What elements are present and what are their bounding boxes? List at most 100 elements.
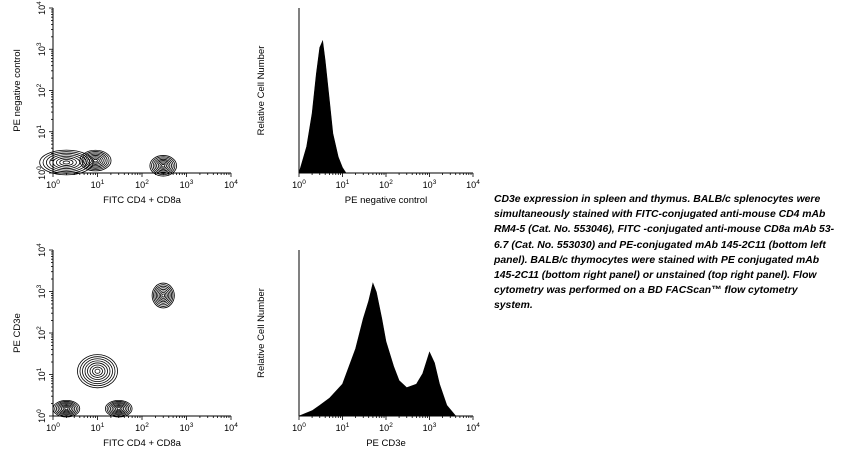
caption-title: CD3e expression in spleen and thymus. (494, 194, 691, 205)
x-tick-label: 102 (135, 422, 149, 433)
population-3-contour (60, 405, 72, 413)
y-tick-label: 103 (36, 42, 47, 56)
x-tick-label: 104 (224, 179, 238, 190)
y-tick-label: 104 (36, 243, 47, 257)
figure-caption: CD3e expression in spleen and thymus. BA… (494, 192, 839, 314)
y-axis-label: PE negative control (12, 49, 23, 131)
y-tick-label: 101 (36, 125, 47, 139)
x-tick-label: 101 (91, 422, 105, 433)
population-1-contour (42, 151, 91, 174)
x-tick-label: 100 (292, 422, 306, 433)
caption-body: BALB/c splenocytes were simultaneously s… (494, 194, 835, 312)
population-3-contour (152, 157, 174, 174)
population-2-contour (160, 292, 167, 300)
population-3-contour (57, 403, 76, 415)
y-tick-label: 102 (36, 83, 47, 97)
x-axis-label: FITC CD4 + CD8a (103, 438, 182, 449)
population-1-contour (39, 149, 94, 176)
population-2-contour (89, 156, 102, 165)
panel-2-axes: 100 101 102 103 104 PE negative control Relati… (256, 8, 480, 206)
population-4-contour (111, 404, 126, 414)
y-axis-label: Relative Cell Number (256, 288, 267, 378)
population-1-contour (87, 362, 108, 380)
x-tick-label: 104 (224, 422, 238, 433)
population-3-contour (64, 407, 69, 411)
population-2-contour (158, 290, 168, 301)
population-2-contour (155, 287, 171, 304)
population-3-contour (157, 161, 169, 171)
population-3-contour (54, 401, 79, 417)
y-tick-label: 101 (36, 367, 47, 381)
histogram-area (298, 282, 457, 417)
x-tick-label: 102 (379, 422, 393, 433)
x-tick-label: 100 (46, 422, 60, 433)
population-1-contour (77, 354, 118, 389)
population-1-contour (82, 358, 113, 385)
population-2-contour (157, 288, 170, 303)
population-2-contour (81, 151, 110, 171)
y-tick-label: 100 (36, 166, 47, 180)
population-4-contour (113, 405, 125, 413)
population-3-contour (149, 155, 177, 177)
population-4-contour (104, 399, 133, 418)
population-1-contour (94, 368, 101, 374)
panel-3-contours (52, 282, 175, 418)
x-tick-label: 101 (91, 179, 105, 190)
population-3-contour (59, 404, 74, 414)
panel-3-axes: 100 101 102 103 104 FITC CD4 + CD8a 100 101 102 1… (12, 243, 238, 449)
population-3-contour (161, 164, 166, 168)
population-3-contour (52, 399, 81, 418)
population-4-contour (116, 407, 121, 411)
x-tick-label: 101 (336, 422, 350, 433)
y-axis-label: PE CD3e (12, 313, 23, 353)
population-4-contour (109, 403, 128, 415)
panel-1-axes: 100 101 102 103 104 FITC CD4 + CD8a 100 101 102 1… (12, 1, 238, 206)
population-2-contour (93, 158, 98, 163)
population-1-contour (92, 366, 103, 376)
x-tick-label: 103 (180, 179, 194, 190)
panel-1-contours (39, 149, 177, 177)
y-tick-label: 100 (36, 409, 47, 423)
population-2-contour (83, 152, 108, 169)
population-2-contour (153, 284, 174, 307)
population-2-contour (79, 149, 112, 172)
population-3-contour (151, 156, 176, 176)
population-1-contour (62, 160, 71, 165)
population-4-contour (106, 401, 131, 417)
y-tick-label: 102 (36, 326, 47, 340)
x-axis-label: PE CD3e (366, 438, 406, 449)
population-3-contour (62, 406, 71, 412)
y-tick-label: 104 (36, 1, 47, 15)
population-3-contour (159, 162, 167, 169)
population-4-contour (108, 402, 130, 416)
population-1-contour (84, 360, 111, 382)
population-2-contour (161, 293, 166, 298)
x-tick-label: 103 (423, 422, 437, 433)
x-tick-label: 103 (423, 179, 437, 190)
population-1-contour (79, 356, 116, 387)
x-tick-label: 102 (135, 179, 149, 190)
x-tick-label: 103 (180, 422, 194, 433)
population-3-contour (55, 402, 77, 416)
population-1-contour (59, 158, 74, 166)
population-2-contour (87, 155, 104, 167)
x-tick-label: 100 (292, 179, 306, 190)
x-tick-label: 104 (466, 422, 480, 433)
x-tick-label: 102 (379, 179, 393, 190)
x-tick-label: 101 (336, 179, 350, 190)
y-axis-label: Relative Cell Number (256, 46, 267, 136)
y-tick-label: 103 (36, 284, 47, 298)
population-3-contour (156, 160, 171, 172)
panel-4-histogram (298, 282, 457, 417)
population-2-contour (151, 282, 175, 309)
population-1-contour (49, 154, 84, 171)
population-3-contour (154, 158, 172, 173)
x-tick-label: 104 (466, 179, 480, 190)
population-4-contour (114, 406, 123, 412)
population-2-contour (91, 157, 100, 164)
population-2-contour (154, 285, 172, 306)
panel-2-histogram (298, 39, 347, 174)
x-axis-label: FITC CD4 + CD8a (103, 195, 182, 206)
population-1-contour (55, 157, 77, 168)
